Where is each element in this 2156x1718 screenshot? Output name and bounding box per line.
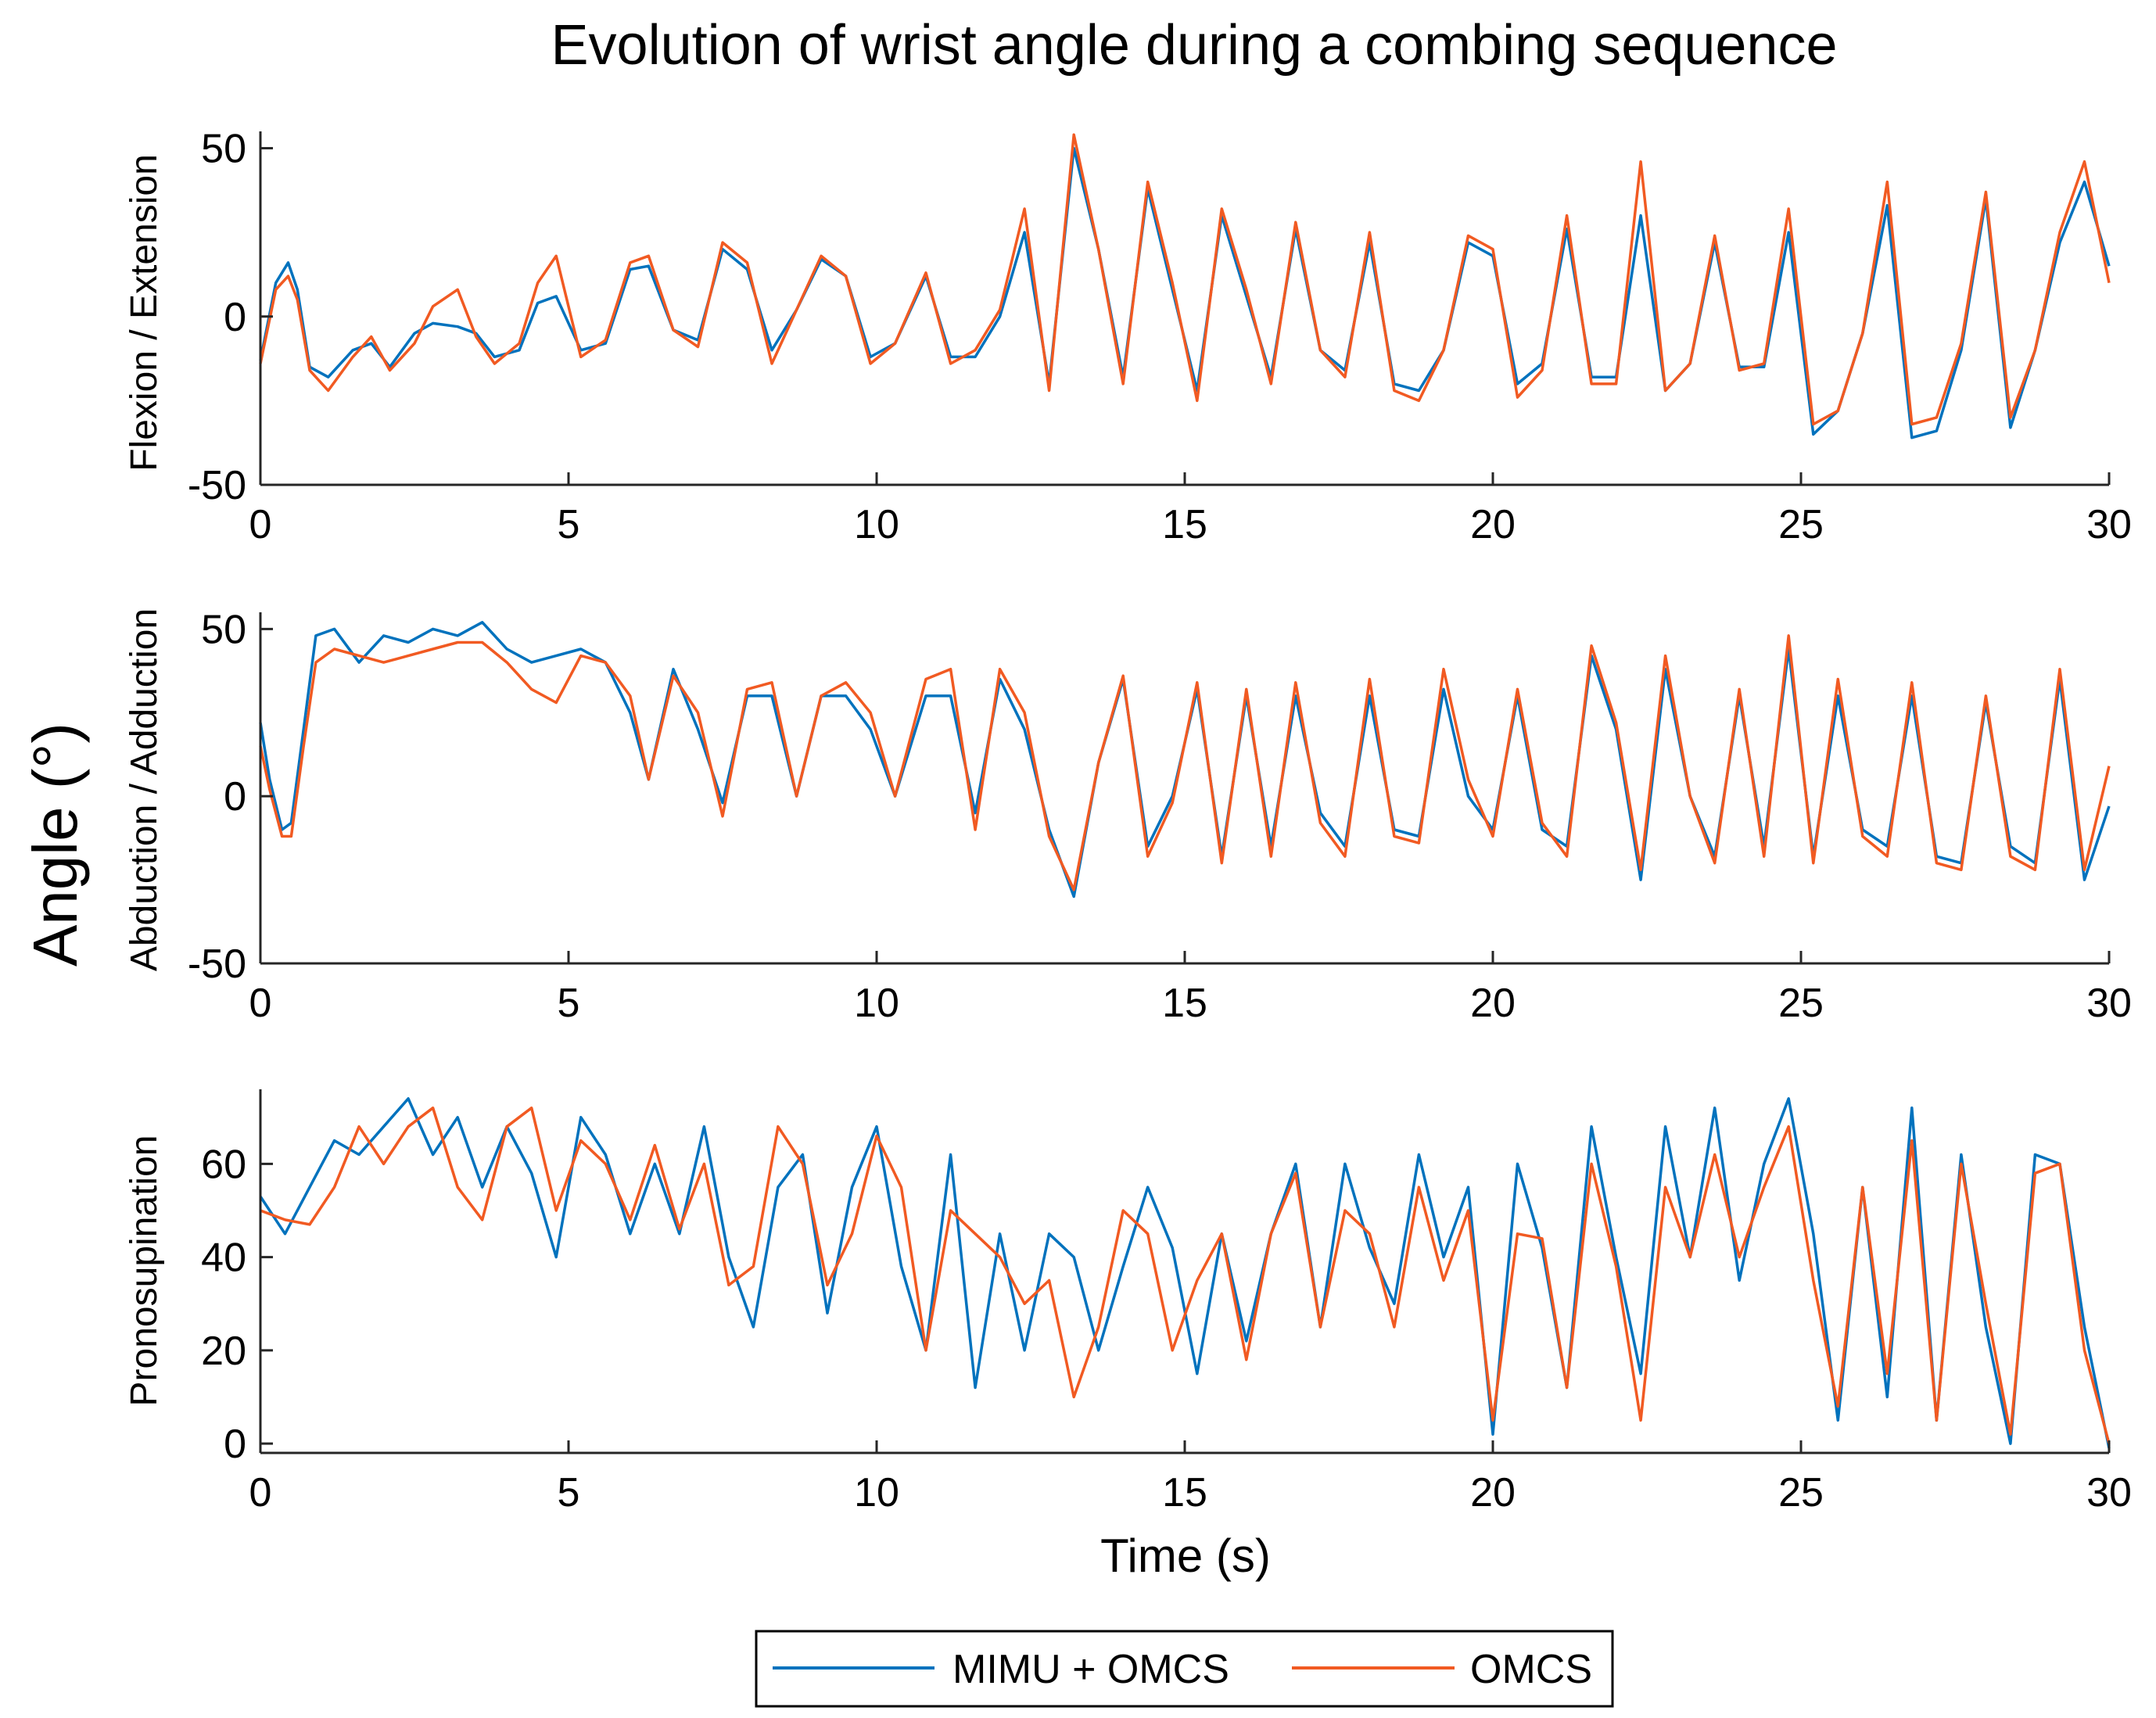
series-line-mimu-omcs [259, 146, 2111, 439]
legend: MIMU + OMCS OMCS [755, 1630, 1614, 1708]
x-tick-label: 25 [1778, 502, 1824, 547]
x-tick-label: 25 [1778, 1470, 1824, 1515]
y-tick-label: 20 [201, 1329, 246, 1374]
series-line-omcs [259, 634, 2111, 891]
legend-label-omcs: OMCS [1470, 1647, 1592, 1692]
y-tick-label: 0 [224, 1422, 246, 1467]
x-tick-label: 15 [1162, 1470, 1207, 1515]
figure-title: Evolution of wrist angle during a combin… [551, 14, 1838, 77]
x-tick-label: 15 [1162, 981, 1207, 1026]
series-line-mimu-omcs [259, 1097, 2111, 1449]
y-tick-label: 50 [201, 607, 246, 652]
x-tick-label: 5 [558, 981, 580, 1026]
x-tick-label: 30 [2086, 1470, 2132, 1515]
series-line-omcs [260, 1106, 2111, 1444]
x-tick-label: 20 [1470, 502, 1516, 547]
x-tick-label: 30 [2086, 502, 2132, 547]
y-tick-label: 0 [224, 295, 246, 340]
x-tick-label: 0 [249, 502, 272, 547]
x-tick-label: 10 [854, 502, 899, 547]
x-tick-label: 30 [2086, 981, 2132, 1026]
x-tick-label: 10 [854, 1470, 899, 1515]
x-tick-label: 20 [1470, 981, 1516, 1026]
series-line-mimu-omcs [259, 621, 2111, 898]
x-axis-label: Time (s) [1100, 1530, 1271, 1582]
y-tick-label: 60 [201, 1142, 246, 1187]
y-tick-label: 50 [201, 127, 246, 172]
x-tick-label: 0 [249, 981, 272, 1026]
y-tick-label: 0 [224, 774, 246, 820]
shared-y-axis-label: Angle (°) [20, 723, 90, 967]
panel-y-axis-label: Flexion / Extension [124, 154, 165, 472]
panel-pronosupination: 0 5 10 15 20 25 30 0 20 40 60 Pronosupination [124, 1089, 2132, 1515]
x-tick-label: 0 [249, 1470, 272, 1515]
x-tick-label: 20 [1470, 1470, 1516, 1515]
x-tick-label: 15 [1162, 502, 1207, 547]
x-tick-label: 25 [1778, 981, 1824, 1026]
y-tick-label: 40 [201, 1236, 246, 1281]
x-tick-label: 5 [558, 502, 580, 547]
y-tick-label: -50 [188, 463, 246, 508]
series-line-omcs [259, 133, 2111, 426]
panel-y-axis-label: Abduction / Adduction [124, 608, 165, 971]
y-tick-label: -50 [188, 941, 246, 987]
x-tick-label: 5 [558, 1470, 580, 1515]
legend-label-mimu-omcs: MIMU + OMCS [952, 1647, 1229, 1692]
x-tick-label: 10 [854, 981, 899, 1026]
panel-y-axis-label: Pronosupination [124, 1135, 165, 1407]
